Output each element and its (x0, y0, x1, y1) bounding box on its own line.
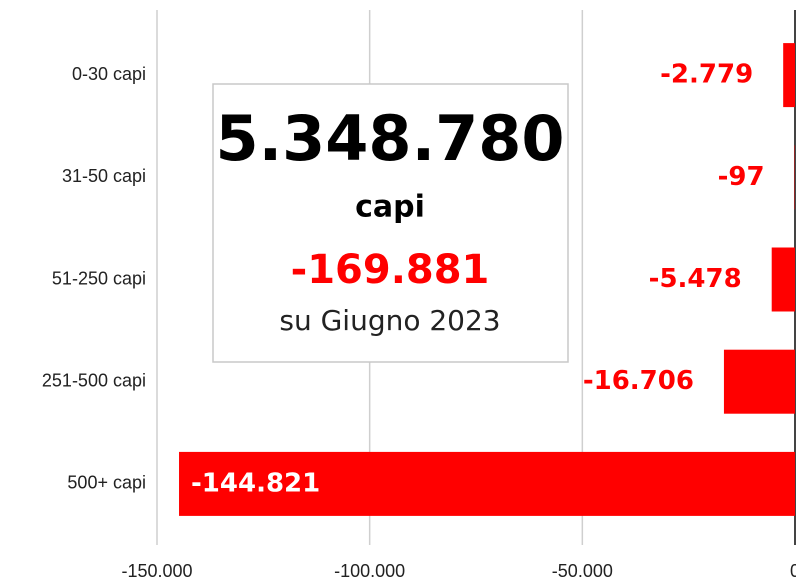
bar (179, 451, 795, 516)
total: 5.348.780 (215, 102, 564, 175)
y-tick-label: 51-250 capi (52, 268, 146, 288)
x-tick-label: -50.000 (552, 561, 613, 581)
value-label: -16.706 (583, 366, 694, 396)
value-label: -97 (718, 162, 765, 192)
bar (771, 247, 795, 312)
y-tick-label: 500+ capi (67, 473, 146, 493)
y-tick-label: 251-500 capi (42, 370, 146, 390)
value-label: -5.478 (649, 264, 742, 294)
change: -169.881 (291, 247, 490, 293)
value-label: -2.779 (660, 60, 753, 90)
x-tick-label: 0 (790, 561, 796, 581)
value-label: -144.821 (191, 468, 320, 498)
y-tick-label: 0-30 capi (72, 64, 146, 84)
bar (723, 349, 795, 414)
x-tick-label: -100.000 (334, 561, 405, 581)
period: su Giugno 2023 (279, 304, 500, 337)
summary-box (212, 83, 569, 363)
unit: capi (355, 190, 425, 225)
bars: 0-30 capi -2.779 31-50 capi -97 51-250 capi -… (42, 43, 795, 516)
x-tick-label: -150.000 (121, 561, 192, 581)
y-tick-label: 31-50 capi (62, 166, 146, 186)
bar (783, 43, 795, 108)
